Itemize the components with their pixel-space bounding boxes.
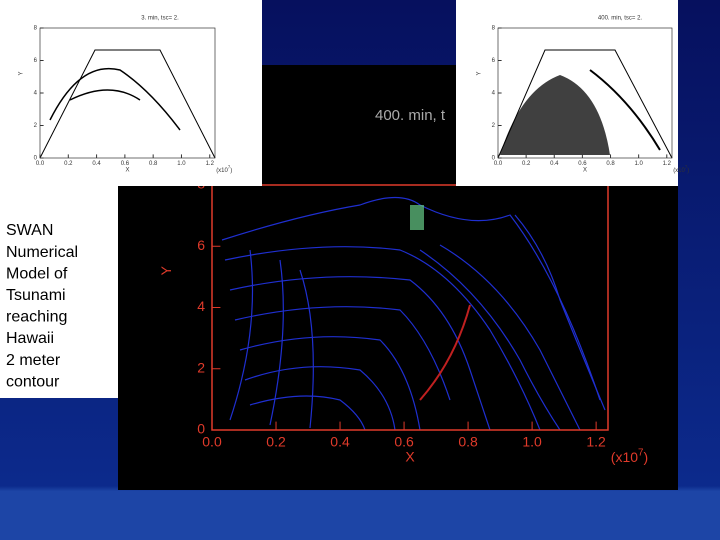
caption-bg <box>0 186 118 398</box>
inset-left-outline <box>39 49 216 159</box>
caption-line: 2 meter <box>6 352 61 369</box>
x-axis-label: X <box>583 168 587 174</box>
x-tick-label: 1.0 <box>634 161 643 167</box>
inset-left-bg <box>0 0 262 186</box>
x-tick-label: 0.6 <box>121 161 130 167</box>
contours <box>221 196 606 430</box>
contour-highlight <box>419 304 471 401</box>
x-tick-label: 0.6 <box>578 161 587 167</box>
y-tick-label: 6 <box>34 58 38 64</box>
main-title: 400. min, t <box>375 107 446 124</box>
x-tick-label: 0.4 <box>330 433 350 449</box>
inset-right-outline <box>497 49 673 159</box>
x-multiplier: (x107) <box>216 165 232 174</box>
multiplier-base: (x10 <box>216 168 228 174</box>
x-tick-label: 1.2 <box>206 161 215 167</box>
x-tick-label: 0.2 <box>266 433 286 449</box>
inset-right-axes: 0.0 0.2 0.4 0.6 0.8 1.0 1.2 0 2 4 6 8 X Y (x107) 400. m… <box>476 16 689 174</box>
inset-right-contours <box>500 75 610 155</box>
caption-line: reaching <box>6 309 67 326</box>
x-tick-label: 0.0 <box>36 161 45 167</box>
x-tick-label: 1.0 <box>522 433 542 449</box>
multiplier-exponent: 7 <box>638 447 643 458</box>
caption-line: Tsunami <box>6 287 66 304</box>
multiplier-close: ) <box>230 168 232 174</box>
inset-left-axes: 0.0 0.2 0.4 0.6 0.8 1.0 1.2 0 2 4 6 8 X Y (x107) 3. min… <box>18 16 232 174</box>
y-tick-label: 0 <box>197 421 205 437</box>
multiplier-base: (x10 <box>611 449 638 465</box>
x-multiplier: (x107) <box>673 165 689 174</box>
x-tick-label: 0.6 <box>394 433 414 449</box>
y-axis-label: Y <box>18 71 24 75</box>
x-tick-label: 1.0 <box>177 161 186 167</box>
inset-title: 3. min, tsc= 2. <box>141 16 179 22</box>
caption-line: SWAN <box>6 222 53 239</box>
caption-line: Model of <box>6 265 68 282</box>
x-tick-label: 1.2 <box>586 433 606 449</box>
y-tick-label: 6 <box>492 58 496 64</box>
y-tick-label: 4 <box>197 298 205 314</box>
caption: SWAN Numerical Model of Tsunami reaching Hawa… <box>6 222 78 390</box>
y-tick-label: 8 <box>492 26 496 32</box>
x-tick-label: 0.4 <box>550 161 559 167</box>
x-tick-label: 0.8 <box>458 433 478 449</box>
x-tick-label: 0.8 <box>149 161 158 167</box>
y-tick-label: 0 <box>492 156 496 162</box>
hawaii-marker <box>410 205 424 230</box>
multiplier-exponent: 7 <box>685 165 688 170</box>
y-tick-label: 6 <box>197 237 205 253</box>
x-tick-label: 0.2 <box>522 161 531 167</box>
y-tick-label: 2 <box>492 123 496 129</box>
y-tick-label: 2 <box>34 123 38 129</box>
inset-left-contours <box>49 67 181 131</box>
caption-line: contour <box>6 373 60 390</box>
x-tick-label: 0.0 <box>202 433 222 449</box>
y-axis-label: Y <box>476 71 482 75</box>
y-axis-label: Y <box>158 265 174 275</box>
multiplier-close: ) <box>643 449 648 465</box>
y-tick-label: 0 <box>34 156 38 162</box>
inset-title: 400. min, tsc= 2. <box>598 16 643 22</box>
inset-right-contour-edge <box>589 69 661 151</box>
caption-line: Hawaii <box>6 330 54 347</box>
y-tick-label: 4 <box>492 91 496 97</box>
multiplier-exponent: 7 <box>228 165 231 170</box>
caption-line: Numerical <box>6 244 78 261</box>
x-tick-label: 0.0 <box>494 161 503 167</box>
y-tick-label: 2 <box>197 359 205 375</box>
multiplier-base: (x10 <box>673 168 685 174</box>
x-axis-label: X <box>405 449 415 465</box>
x-tick-label: 0.2 <box>64 161 73 167</box>
multiplier-close: ) <box>687 168 689 174</box>
x-multiplier: (x107) <box>611 447 648 465</box>
y-tick-label: 8 <box>34 26 38 32</box>
x-tick-label: 0.8 <box>606 161 615 167</box>
x-tick-label: 1.2 <box>663 161 672 167</box>
x-axis-label: X <box>125 168 129 174</box>
x-tick-label: 0.4 <box>92 161 101 167</box>
y-tick-label: 4 <box>34 91 38 97</box>
